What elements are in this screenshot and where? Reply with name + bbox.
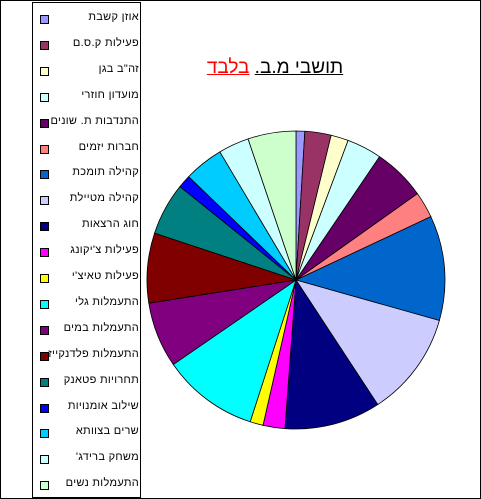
legend-label: התעמלות פלדנקייז [48,347,139,360]
legend-swatch [40,170,49,180]
legend-swatch [40,377,49,387]
legend-item: משחק ברידג' [38,451,139,471]
legend-swatch [40,274,49,283]
legend-item: פעילות טאיצ'י [38,270,139,290]
legend-item: אוזן קשבת [38,11,139,31]
pie-slice [284,278,379,430]
legend-item: התעמלות פלדנקייז [38,348,139,368]
legend-swatch [40,248,49,258]
legend-item: זה"ב בגן [38,63,139,83]
pie-slice [247,130,297,281]
legend-label: פעילות טאיצ'י [71,270,139,282]
legend-swatch [40,455,49,465]
legend-swatch [40,196,49,206]
legend-label: חברות יזמים [78,140,139,153]
legend-label: התעמלות נשים [65,477,139,490]
legend-label: התנדבות ת. שונים [50,114,139,127]
legend-swatch [40,299,49,309]
legend-item: פעילות ק.ס.ם [38,37,139,57]
legend-label: פעילות צ'יקונג [70,244,139,257]
legend-label: משחק ברידג' [75,451,139,464]
legend-swatch [40,66,49,76]
legend-item: שרים בצוותא [38,425,139,445]
legend-item: שילוב אומנויות [38,400,139,420]
legend-label: התעמלות במים [63,321,139,334]
legend-item: קהילה תומכת [38,166,139,186]
legend-label: תחרויות פטאנק [63,373,139,386]
legend-swatch [40,351,49,361]
legend-item: התעמלות במים [38,322,139,342]
legend-label: אוזן קשבת [88,11,139,23]
legend-item: התעמלות נשים [38,477,139,497]
legend-label: קהילה מטיילת [69,192,139,205]
legend-item: פעילות צ'יקונג [38,244,139,264]
title-suffix: בלבד [206,57,250,78]
legend-item: התעמלות גלי [38,296,139,316]
legend-swatch [40,15,49,24]
legend-swatch [40,481,49,491]
legend-item: תחרויות פטאנק [38,374,139,394]
chart-title: תושבי מ.ב. בלבד [188,57,362,79]
legend-swatch [40,429,49,439]
legend-item: קהילה מטיילת [38,192,139,212]
legend-label: פעילות ק.ס.ם [72,36,139,49]
legend: אוזן קשבת פעילות ק.ס.ם זה"ב בגן מועדון חוזר… [32,2,141,498]
title-prefix: תושבי מ.ב. [254,57,344,78]
legend-item: מועדון חוזרי [38,89,139,109]
legend-item: התנדבות ת. שונים [38,115,139,135]
legend-label: שילוב אומנויות [67,399,139,412]
pie-slice [172,279,297,423]
pie-slice [295,279,440,406]
legend-swatch [40,40,49,50]
legend-label: זה"ב בגן [98,62,139,75]
legend-swatch [40,222,49,232]
legend-item: חוג הרצאות [38,218,139,238]
legend-label: שרים בצוותא [75,425,139,438]
legend-label: קהילה תומכת [72,166,139,179]
legend-swatch [40,403,49,413]
legend-label: התעמלות גלי [75,295,139,308]
legend-item: חברות יזמים [38,141,139,161]
legend-label: חוג הרצאות [81,218,139,231]
legend-swatch [40,325,49,335]
legend-swatch [40,144,49,154]
legend-swatch [40,92,49,102]
pie-slice [294,216,446,322]
legend-swatch [40,118,49,128]
legend-label: מועדון חוזרי [81,88,139,101]
